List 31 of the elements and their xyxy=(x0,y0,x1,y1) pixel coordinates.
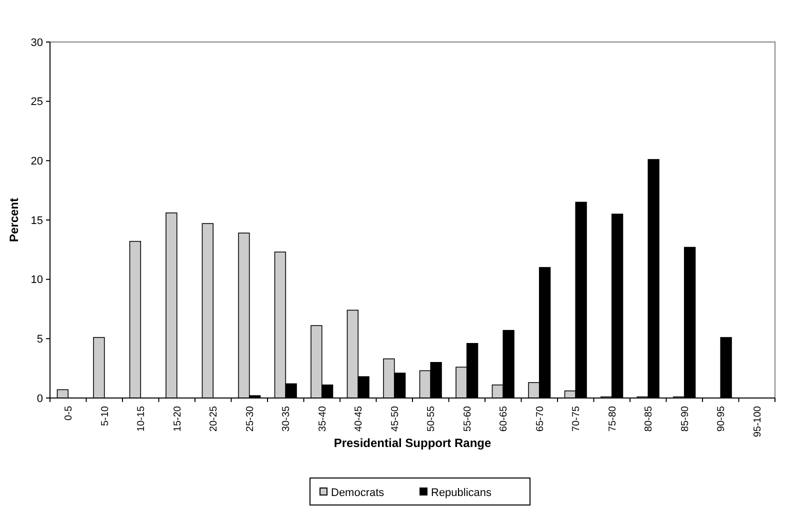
x-tick-label: 45-50 xyxy=(390,406,401,432)
x-tick-label: 0-5 xyxy=(64,406,75,420)
x-tick-label: 90-95 xyxy=(716,406,728,432)
legend-label: Democrats xyxy=(331,486,385,499)
y-tick-label: 5 xyxy=(36,334,43,346)
y-axis-title: Percent xyxy=(7,198,21,242)
x-tick-label: 35-40 xyxy=(317,406,328,432)
x-tick-label: 25-30 xyxy=(244,406,256,432)
y-tick-label: 20 xyxy=(30,156,43,168)
x-tick-label: 75-80 xyxy=(607,406,618,432)
y-tick-label: 15 xyxy=(30,214,43,227)
x-tick-label: 20-25 xyxy=(208,406,220,432)
x-tick-label: 30-35 xyxy=(281,406,292,432)
x-tick-label: 80-85 xyxy=(644,406,655,432)
x-axis-title: Presidential Support Range xyxy=(334,436,492,450)
y-tick-label: 0 xyxy=(36,392,43,405)
x-tick-label: 5-10 xyxy=(100,406,111,426)
x-tick-label: 10-15 xyxy=(136,406,148,432)
y-tick-label: 30 xyxy=(30,36,43,49)
x-tick-label: 55-60 xyxy=(462,406,474,432)
y-tick-label: 10 xyxy=(30,274,43,286)
x-tick-label: 85-90 xyxy=(680,406,691,432)
x-tick-label: 65-70 xyxy=(534,406,546,432)
y-tick-label: 25 xyxy=(30,96,43,108)
x-tick-label: 70-75 xyxy=(571,406,582,432)
x-tick-label: 40-45 xyxy=(354,406,365,432)
x-tick-label: 60-65 xyxy=(498,406,510,432)
x-tick-label: 95-100 xyxy=(752,406,764,438)
x-tick-label: 15-20 xyxy=(172,406,184,432)
x-tick-label: 50-55 xyxy=(426,406,438,432)
legend-label: Republicans xyxy=(431,486,492,499)
